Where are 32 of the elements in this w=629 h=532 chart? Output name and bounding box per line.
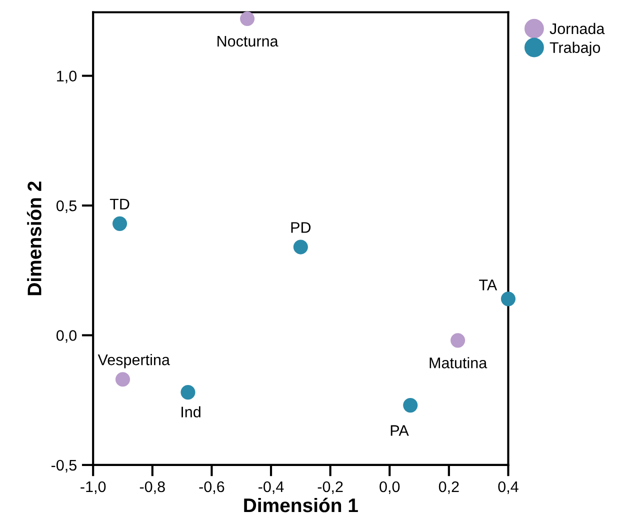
point: [293, 240, 308, 254]
x-tick-label: -1,0: [80, 481, 106, 494]
point: [115, 372, 130, 387]
legend-label: Jornada: [550, 22, 605, 34]
annotation: Ind: [182, 406, 200, 418]
annotation: TD: [110, 198, 130, 210]
point: [450, 333, 466, 348]
x-tick-label: 0,0: [380, 481, 400, 494]
annotation: TA: [479, 280, 498, 290]
x-tick-label: -0,6: [199, 481, 224, 494]
y-tick-label: 0,5: [56, 200, 76, 214]
x-tick-label: 0,2: [438, 481, 459, 494]
y-tick-label: -0,5: [51, 460, 76, 472]
x-axis-title: Dimensión 1: [244, 498, 358, 512]
legend-label: Trabajo: [550, 42, 600, 56]
point: [500, 292, 516, 306]
point: [112, 216, 128, 231]
y-tick-label: 0,0: [56, 330, 77, 343]
annotation: Matutina: [430, 357, 488, 368]
y-axis-title: Dimensión 2: [26, 182, 42, 296]
annotation: PA: [390, 425, 409, 436]
x-tick-label: -0,2: [318, 481, 343, 494]
annotation: Vespertina: [98, 354, 170, 368]
x-tick-label: 0,4: [498, 481, 518, 494]
y-tick-label: 1,0: [57, 70, 77, 84]
point: [240, 11, 255, 26]
point: [403, 398, 418, 413]
point: [180, 385, 196, 400]
annotation: Nocturna: [218, 36, 278, 47]
annotation: PD: [291, 222, 311, 233]
x-tick-label: -0,4: [258, 481, 284, 494]
x-tick-label: -0,8: [140, 481, 165, 494]
